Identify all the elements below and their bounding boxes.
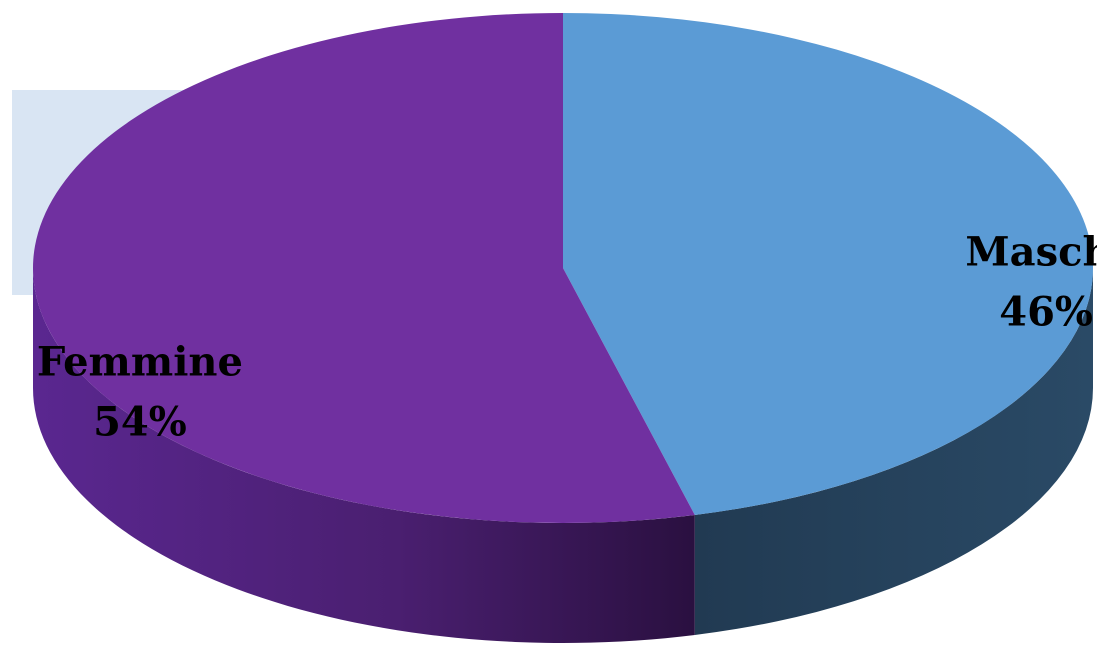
pie-slice-maschi (563, 13, 1094, 515)
pie-side-maschi (694, 268, 1093, 635)
slice-label-femmine: Femmine (37, 338, 243, 385)
pie-side-femmine (33, 268, 695, 643)
slice-value-femmine: 54% (93, 398, 187, 445)
slice-label-maschi: Maschi (965, 229, 1097, 276)
slice-value-maschi: 46% (999, 289, 1093, 336)
pie-slice-femmine (33, 13, 695, 523)
